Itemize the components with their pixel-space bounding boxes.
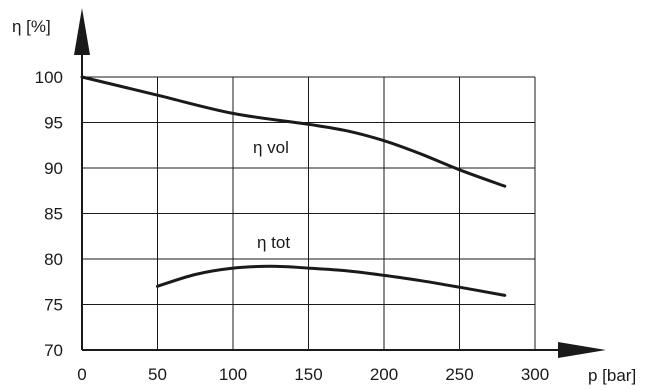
series-label-eta-tot: η tot xyxy=(257,233,290,252)
axes xyxy=(74,8,606,358)
x-tick-labels: 0 50 100 150 200 250 300 xyxy=(77,365,549,384)
x-axis-title: p [bar] xyxy=(588,366,636,385)
y-tick-label: 100 xyxy=(35,68,63,87)
x-tick-label: 250 xyxy=(445,365,473,384)
y-tick-label: 70 xyxy=(44,341,63,360)
x-tick-label: 200 xyxy=(370,365,398,384)
x-tick-label: 50 xyxy=(148,365,167,384)
y-tick-label: 90 xyxy=(44,159,63,178)
x-axis-arrow-icon xyxy=(558,342,606,358)
y-axis-title: η [%] xyxy=(12,17,51,36)
x-tick-label: 150 xyxy=(294,365,322,384)
series-line-1 xyxy=(156,264,507,297)
grid xyxy=(82,76,536,350)
y-tick-label: 85 xyxy=(44,205,63,224)
x-tick-label: 0 xyxy=(77,365,86,384)
y-tick-label: 95 xyxy=(44,114,63,133)
y-tick-label: 75 xyxy=(44,296,63,315)
series-label-eta-vol: η vol xyxy=(253,138,289,157)
y-axis-arrow-icon xyxy=(74,8,90,55)
y-tick-labels: 70 75 80 85 90 95 100 xyxy=(35,68,63,360)
x-tick-label: 100 xyxy=(219,365,247,384)
series-line-0 xyxy=(80,75,507,188)
series-lines xyxy=(80,75,507,297)
x-tick-label: 300 xyxy=(521,365,549,384)
y-tick-label: 80 xyxy=(44,250,63,269)
